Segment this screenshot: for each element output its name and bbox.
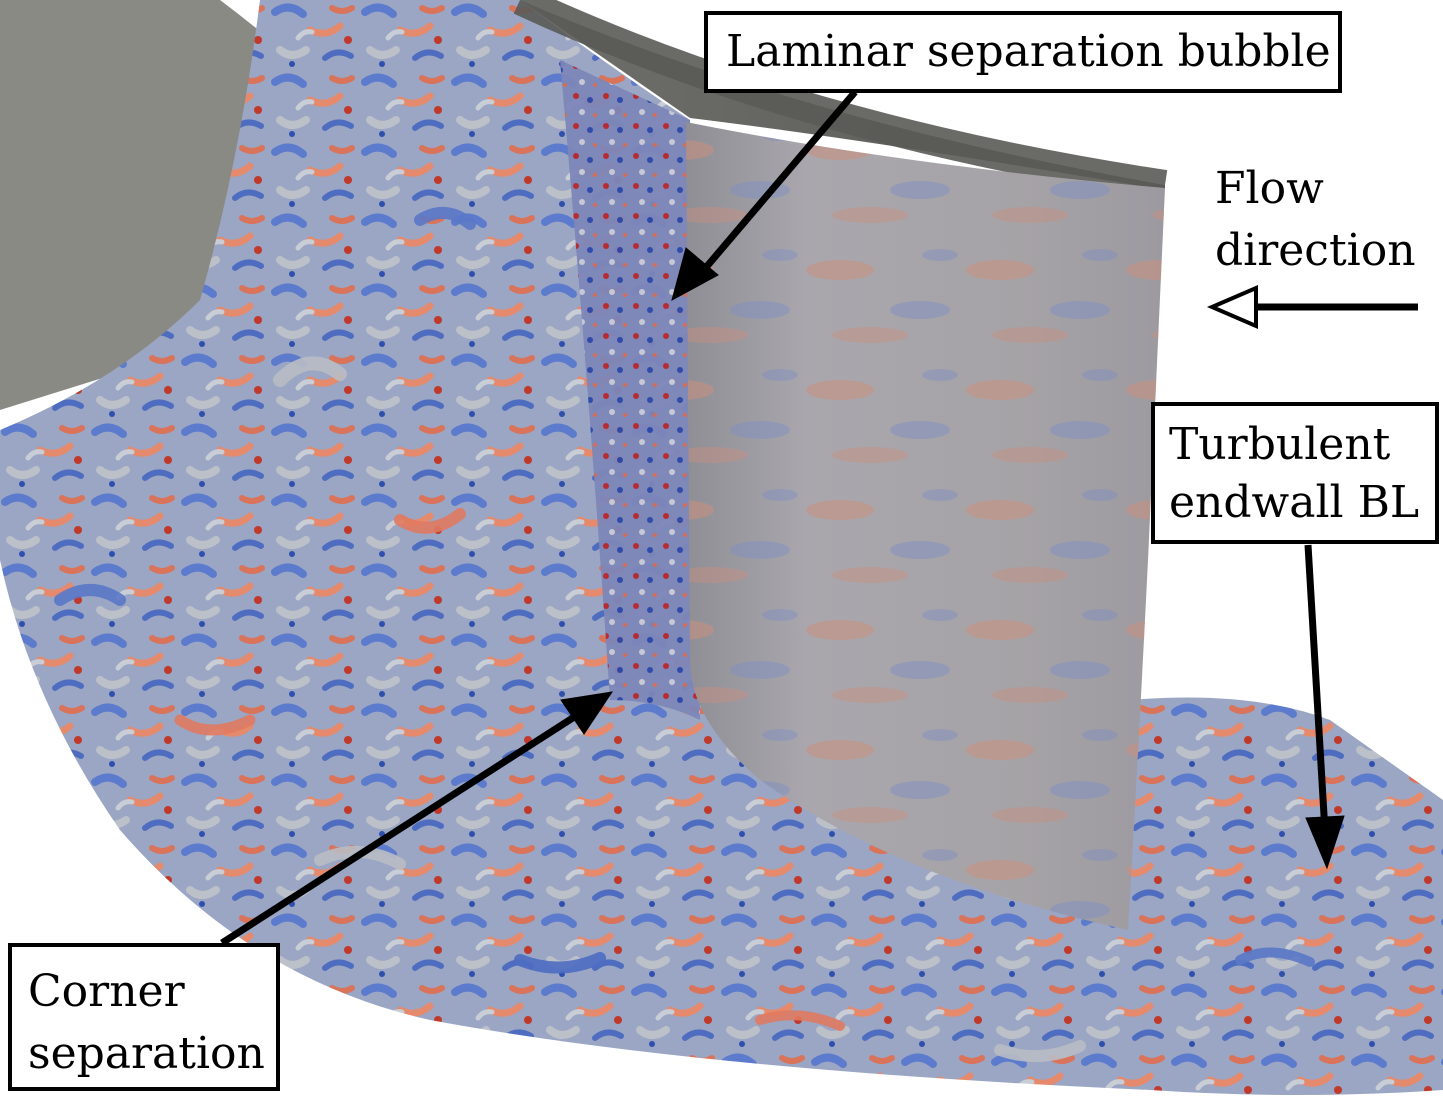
flow-direction-line2: direction bbox=[1215, 225, 1416, 276]
label-turbulent-endwall-bl: Turbulent endwall BL bbox=[1151, 402, 1439, 544]
corner-arrow bbox=[220, 709, 584, 946]
turbulent-arrow bbox=[1304, 544, 1329, 833]
corner-line2: separation bbox=[28, 1028, 265, 1079]
annotation-arrows bbox=[220, 89, 1418, 946]
lsb-arrow bbox=[694, 89, 858, 281]
corner-line1: Corner bbox=[28, 966, 185, 1017]
laminar-separation-bubble-text: Laminar separation bubble bbox=[726, 26, 1331, 77]
label-flow-direction: Flow direction bbox=[1215, 158, 1416, 282]
turbulent-line2: endwall BL bbox=[1169, 477, 1420, 528]
laminar-separation-region bbox=[560, 60, 700, 720]
endwall-vortices bbox=[54, 207, 1315, 1063]
label-laminar-separation-bubble: Laminar separation bubble bbox=[704, 11, 1342, 93]
label-corner-separation: Corner separation bbox=[8, 943, 280, 1091]
flow-direction-line1: Flow bbox=[1215, 163, 1324, 214]
turbulent-line1: Turbulent bbox=[1169, 419, 1391, 470]
flow-arrow-head bbox=[1206, 284, 1258, 330]
